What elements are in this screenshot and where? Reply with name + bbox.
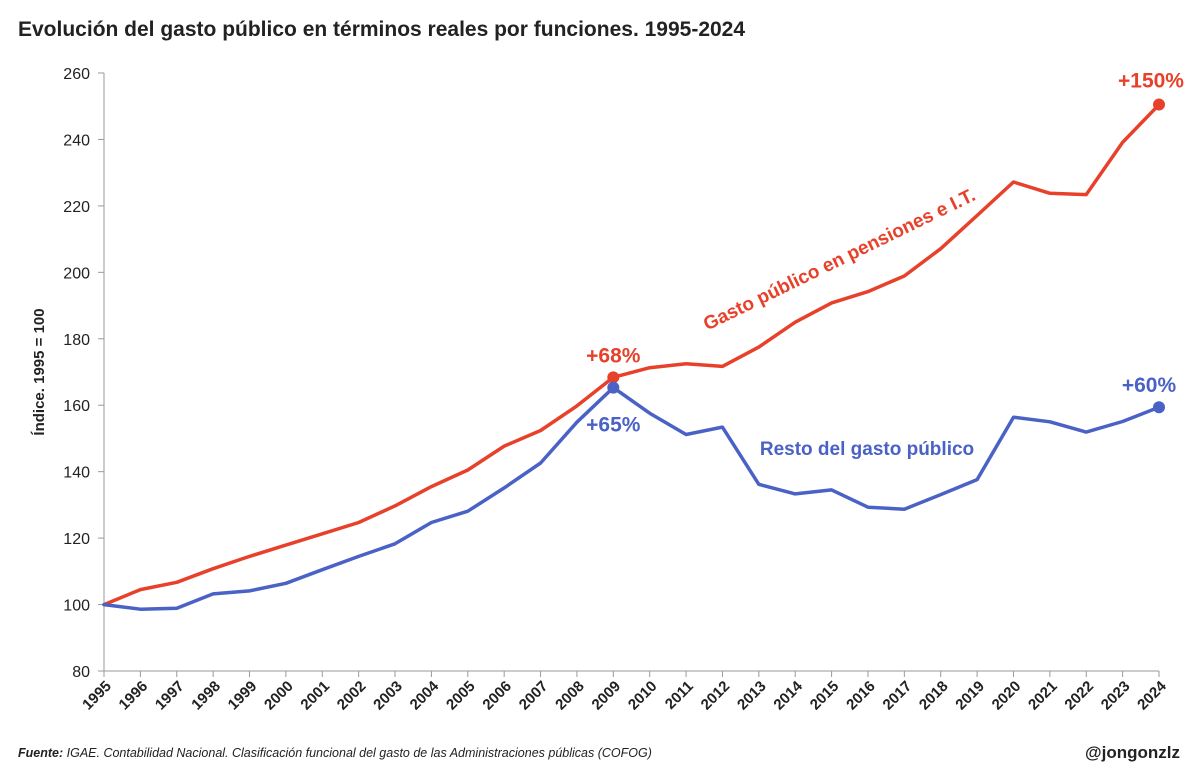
annotations: +68% +65% +150% +60% bbox=[586, 70, 1184, 437]
x-tick-label: 2022 bbox=[1061, 678, 1097, 714]
x-tick-label: 2010 bbox=[625, 678, 661, 714]
x-tick-label: 1997 bbox=[152, 678, 188, 714]
source-label: Fuente: bbox=[18, 746, 64, 760]
y-tick-label: 240 bbox=[63, 132, 90, 149]
x-tick-label: 2002 bbox=[334, 678, 370, 714]
annotation-label: +68% bbox=[586, 344, 641, 367]
series-line-resto bbox=[102, 385, 1161, 611]
source-note: Fuente: IGAE. Contabilidad Nacional. Cla… bbox=[18, 746, 652, 760]
y-tick-label: 120 bbox=[63, 531, 90, 548]
y-tick-label: 100 bbox=[63, 598, 90, 615]
x-tick-label: 2023 bbox=[1098, 678, 1134, 714]
x-tick-label: 2006 bbox=[479, 678, 515, 714]
series-line-pensiones bbox=[102, 102, 1161, 607]
x-tick-label: 2024 bbox=[1134, 677, 1170, 713]
series-labels: Gasto público en pensiones e I.T. Resto d… bbox=[700, 185, 979, 460]
x-tick-label: 2004 bbox=[407, 677, 443, 713]
x-tick-label: 2001 bbox=[297, 678, 333, 714]
end-markers bbox=[607, 98, 1165, 414]
y-tick-label: 80 bbox=[72, 664, 90, 681]
data-point-marker bbox=[607, 371, 620, 384]
x-axis-ticks: 1995 1996 1997 1998 1999 2000 2001 2002 2003 2004… bbox=[79, 671, 1170, 713]
y-tick-label: 140 bbox=[63, 465, 90, 482]
series-lines bbox=[102, 102, 1161, 611]
y-axis-label: Índice. 1995 = 100 bbox=[31, 308, 48, 435]
x-tick-label: 2000 bbox=[261, 678, 297, 714]
y-tick-label: 180 bbox=[63, 332, 90, 349]
x-tick-label: 2003 bbox=[370, 678, 406, 714]
annotation-label: +150% bbox=[1118, 70, 1184, 93]
x-tick-label: 2021 bbox=[1025, 678, 1061, 714]
x-tick-label: 2014 bbox=[770, 677, 806, 713]
x-tick-label: 2017 bbox=[880, 678, 916, 714]
x-tick-label: 1998 bbox=[188, 678, 224, 714]
chart-title: Evolución del gasto público en términos … bbox=[18, 18, 746, 41]
x-tick-label: 1996 bbox=[116, 678, 152, 714]
x-tick-label: 2013 bbox=[734, 678, 770, 714]
x-tick-label: 2016 bbox=[843, 678, 879, 714]
x-tick-label: 2019 bbox=[952, 678, 988, 714]
x-tick-label: 2018 bbox=[916, 678, 952, 714]
y-tick-label: 220 bbox=[63, 199, 90, 216]
x-tick-label: 2012 bbox=[698, 678, 734, 714]
x-tick-label: 2020 bbox=[989, 678, 1025, 714]
axes bbox=[103, 73, 1159, 672]
x-tick-label: 2007 bbox=[516, 678, 552, 714]
x-tick-label: 2011 bbox=[662, 678, 697, 713]
y-tick-label: 260 bbox=[63, 66, 90, 83]
data-point-marker bbox=[1153, 401, 1165, 414]
y-tick-label: 200 bbox=[63, 265, 90, 282]
x-tick-label: 2009 bbox=[589, 678, 625, 714]
x-tick-label: 1999 bbox=[225, 678, 261, 714]
x-tick-label: 2005 bbox=[443, 678, 479, 714]
source-text: IGAE. Contabilidad Nacional. Clasificaci… bbox=[66, 746, 652, 760]
annotation-label: +60% bbox=[1122, 374, 1177, 397]
series-label-pensiones: Gasto público en pensiones e I.T. bbox=[700, 185, 979, 335]
data-point-marker bbox=[607, 381, 620, 394]
annotation-label: +65% bbox=[586, 414, 641, 437]
author-handle: @jongonzlz bbox=[1085, 743, 1180, 762]
x-tick-label: 2008 bbox=[552, 678, 588, 714]
y-axis-ticks: 80 100 120 140 160 180 200 220 240 260 bbox=[63, 66, 104, 681]
series-label-resto: Resto del gasto público bbox=[760, 439, 974, 460]
y-tick-label: 160 bbox=[63, 398, 90, 415]
data-point-marker bbox=[1153, 98, 1165, 111]
x-tick-label: 2015 bbox=[807, 678, 843, 714]
x-tick-label: 1995 bbox=[79, 678, 115, 714]
